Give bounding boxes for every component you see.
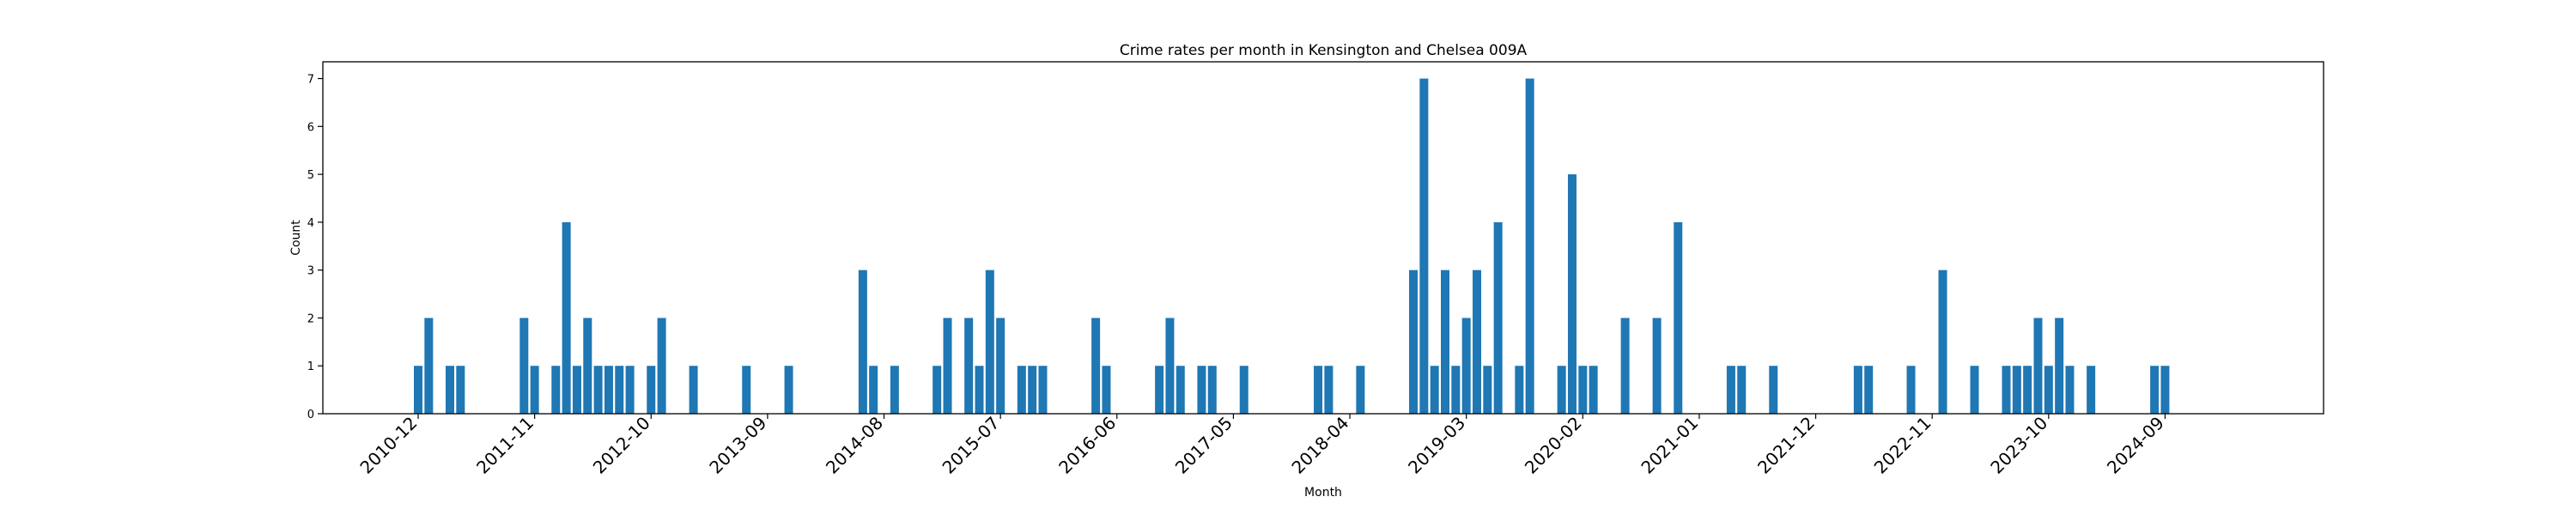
bar [572, 366, 581, 414]
bar [996, 318, 1005, 414]
bar [869, 366, 878, 414]
bar [1197, 366, 1206, 414]
bar [1441, 270, 1450, 414]
bar [1239, 366, 1249, 414]
bar [742, 366, 751, 414]
bar [625, 366, 635, 414]
bar [551, 366, 561, 414]
y-tick-label: 6 [307, 121, 314, 134]
bar [1091, 318, 1101, 414]
bar [583, 318, 592, 414]
chart-title: Crime rates per month in Kensington and … [1120, 42, 1528, 59]
bar [2055, 318, 2064, 414]
bar [1038, 366, 1048, 414]
y-tick-label: 7 [307, 74, 314, 87]
bar [1419, 78, 1429, 415]
y-tick-label: 3 [307, 265, 314, 278]
bar [1430, 366, 1439, 414]
bar [2160, 366, 2170, 414]
bar [1906, 366, 1916, 414]
bar [1451, 366, 1461, 414]
y-tick-label: 2 [307, 312, 314, 325]
bar [2065, 366, 2075, 414]
bar [1409, 270, 1419, 414]
bar [2087, 366, 2096, 414]
bar [1314, 366, 1323, 414]
x-axis-label: Month [1304, 486, 1342, 500]
bar [1864, 366, 1874, 414]
bar [1737, 366, 1747, 414]
bar [604, 366, 613, 414]
bar [1853, 366, 1862, 414]
bar [1155, 366, 1164, 414]
bar [1652, 318, 1662, 414]
bar [530, 366, 539, 414]
bar [1483, 366, 1492, 414]
bar [2012, 366, 2021, 414]
bar [1938, 270, 1947, 414]
bar [456, 366, 465, 414]
y-tick-label: 1 [307, 360, 314, 373]
bar [1473, 270, 1481, 414]
bar [2044, 366, 2053, 414]
bar [964, 318, 974, 414]
bar [1726, 366, 1735, 414]
bar [593, 366, 603, 414]
bar [615, 366, 624, 414]
bar [2023, 366, 2032, 414]
bar [1356, 366, 1365, 414]
bar [424, 318, 434, 414]
bar [2150, 366, 2160, 414]
bar [975, 366, 984, 414]
bar [858, 270, 867, 414]
bar [1102, 366, 1111, 414]
bar [1515, 366, 1524, 414]
bar [689, 366, 698, 414]
bar [943, 318, 952, 414]
bar [1970, 366, 1979, 414]
bar [1557, 366, 1566, 414]
bar [647, 366, 656, 414]
bar [414, 366, 422, 414]
bar-series [414, 78, 2170, 415]
bar [1620, 318, 1630, 414]
bar [562, 221, 571, 414]
bar [1525, 78, 1534, 415]
bar [1493, 221, 1503, 414]
bar [1674, 221, 1683, 414]
bar [933, 366, 942, 414]
bar [1176, 366, 1185, 414]
y-tick-label: 4 [307, 217, 314, 230]
bar [1589, 366, 1598, 414]
bar [2033, 318, 2043, 414]
bar [1324, 366, 1334, 414]
bar [657, 318, 666, 414]
bar [1567, 174, 1577, 414]
bar [2002, 366, 2011, 414]
y-tick-label: 0 [307, 409, 314, 421]
y-axis-label: Count [289, 220, 303, 256]
bar [1461, 318, 1471, 414]
bar [985, 270, 994, 414]
y-axis-ticks: 0 1 2 3 4 5 6 7 [307, 74, 323, 421]
bar [445, 366, 454, 414]
bar [784, 366, 793, 414]
bar [1207, 366, 1217, 414]
y-tick-label: 5 [307, 169, 314, 182]
plot-frame [322, 61, 2324, 415]
bar [1165, 318, 1175, 414]
bar [1017, 366, 1026, 414]
bar [1769, 366, 1778, 414]
bar [519, 318, 529, 414]
bar [1028, 366, 1037, 414]
bar [890, 366, 899, 414]
bar [1578, 366, 1588, 414]
